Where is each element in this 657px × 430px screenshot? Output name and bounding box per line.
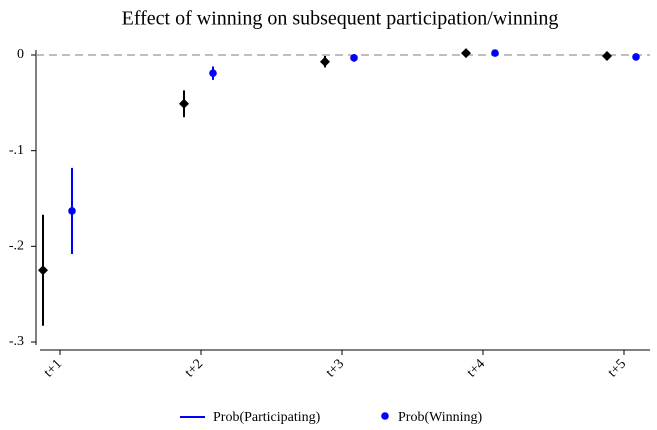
point	[179, 98, 189, 109]
y-tick-label: -.1	[9, 143, 24, 158]
x-tick-label: t+2	[182, 356, 206, 380]
x-tick-label: t+4	[464, 356, 488, 380]
point	[461, 48, 471, 59]
point	[491, 49, 499, 57]
x-tick-label: t+1	[41, 356, 65, 380]
point	[602, 50, 612, 61]
legend-key	[381, 412, 389, 420]
point	[209, 69, 217, 77]
point	[38, 265, 48, 276]
x-tick-label: t+3	[323, 356, 347, 380]
y-tick-label: -.2	[9, 239, 24, 254]
point	[632, 53, 640, 61]
point	[350, 54, 358, 62]
point	[320, 56, 330, 67]
legend-label: Prob(Participating)	[213, 410, 321, 425]
y-tick-label: 0	[17, 47, 24, 62]
point	[68, 207, 76, 215]
chart-title: Effect of winning on subsequent particip…	[122, 8, 559, 30]
x-tick-label: t+5	[605, 356, 629, 380]
y-tick-label: -.3	[9, 334, 24, 349]
legend-label: Prob(Winning)	[398, 410, 483, 425]
